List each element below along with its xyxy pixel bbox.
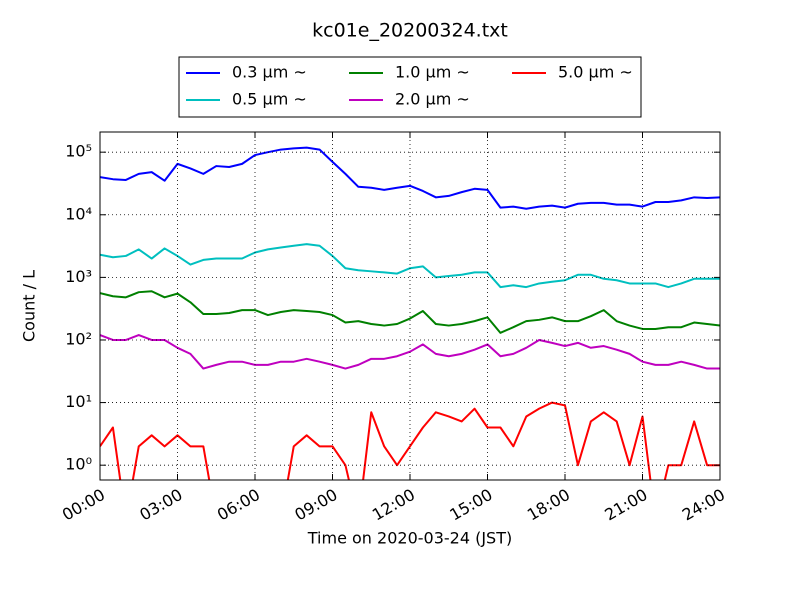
x-tick-label: 15:00: [446, 485, 495, 525]
y-axis-label: Count / L: [20, 270, 39, 342]
x-tick-label: 21:00: [601, 485, 650, 525]
legend-box: [178, 56, 642, 118]
x-axis-label: Time on 2020-03-24 (JST): [307, 529, 512, 548]
y-tick-label: 10²: [65, 329, 92, 348]
x-tick-label: 03:00: [136, 485, 185, 525]
chart-title: kc01e_20200324.txt: [312, 20, 508, 42]
x-tick-label: 00:00: [59, 485, 108, 525]
x-tick-label: 18:00: [524, 485, 573, 525]
data-line: [100, 146, 720, 210]
y-tick-label: 10¹: [65, 392, 92, 411]
legend-label: 2.0 μm ~: [395, 90, 470, 109]
y-tick-label: 10⁴: [65, 204, 92, 223]
data-line: [100, 401, 720, 480]
x-tick-label: 06:00: [214, 485, 263, 525]
data-line: [100, 290, 720, 334]
legend-label: 0.5 μm ~: [232, 90, 307, 109]
x-tick-label: 24:00: [679, 485, 728, 525]
y-tick-label: 10⁵: [65, 142, 92, 161]
legend-label: 5.0 μm ~: [558, 63, 633, 82]
x-tick-label: 12:00: [369, 485, 418, 525]
x-tick-label: 09:00: [291, 485, 340, 525]
legend-label: 1.0 μm ~: [395, 63, 470, 82]
data-line: [100, 334, 720, 370]
legend-label: 0.3 μm ~: [232, 63, 307, 82]
y-tick-label: 10³: [65, 267, 92, 286]
y-tick-label: 10⁰: [65, 455, 92, 474]
